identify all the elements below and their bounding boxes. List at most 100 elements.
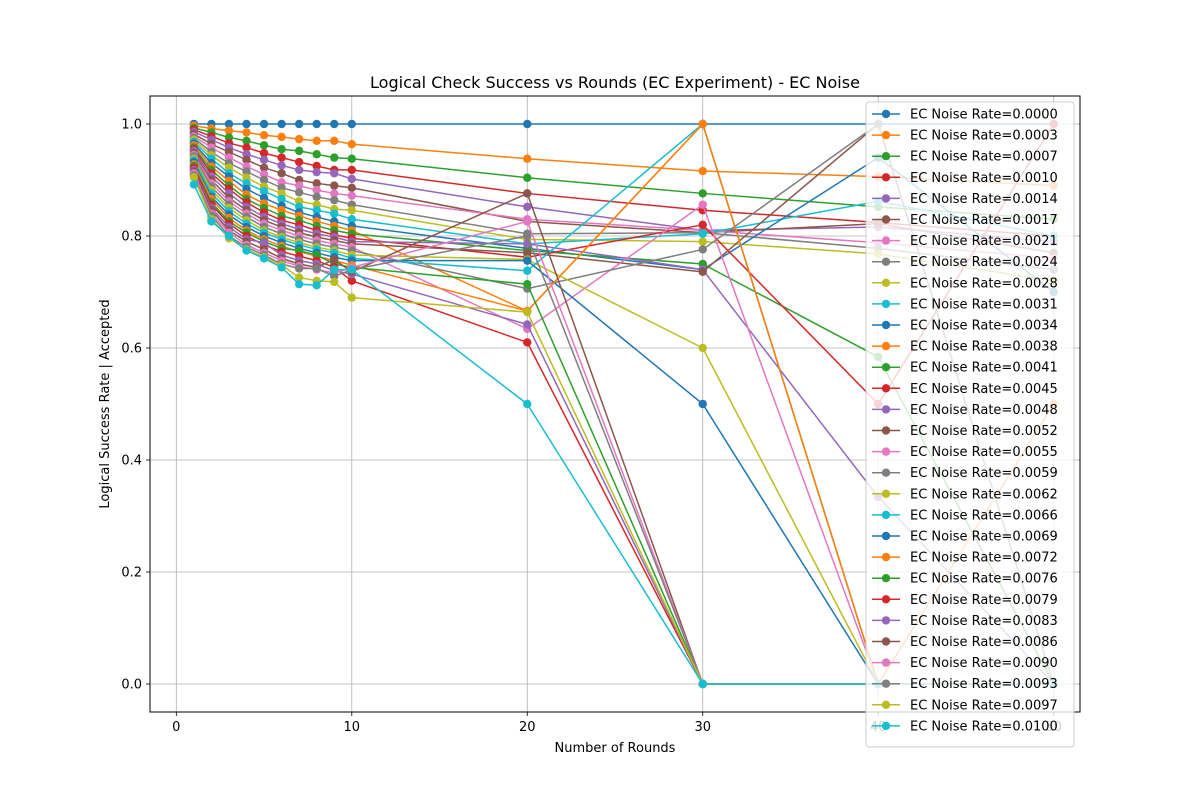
data-point xyxy=(698,189,707,198)
legend-marker xyxy=(881,426,891,435)
series-2 xyxy=(189,121,1058,190)
data-point xyxy=(312,136,321,145)
legend-label: EC Noise Rate=0.0079 xyxy=(910,593,1058,608)
data-point xyxy=(312,167,321,177)
legend-item: EC Noise Rate=0.0086 xyxy=(872,635,1058,650)
data-point xyxy=(330,169,339,178)
data-point xyxy=(259,175,269,185)
data-point xyxy=(294,157,304,167)
data-point xyxy=(698,237,707,246)
legend-item: EC Noise Rate=0.0090 xyxy=(872,656,1058,671)
data-point xyxy=(347,183,356,193)
data-point xyxy=(523,320,532,329)
legend-item: EC Noise Rate=0.0028 xyxy=(872,276,1058,291)
legend-marker xyxy=(881,489,891,498)
data-point xyxy=(294,273,304,282)
data-point xyxy=(242,128,251,137)
data-point xyxy=(330,181,339,190)
legend-marker xyxy=(881,510,891,520)
legend-label: EC Noise Rate=0.0034 xyxy=(910,319,1058,334)
data-point xyxy=(523,266,532,275)
legend-label: EC Noise Rate=0.0014 xyxy=(910,192,1058,207)
legend-item: EC Noise Rate=0.0093 xyxy=(872,677,1058,692)
legend-marker xyxy=(881,173,891,182)
data-point xyxy=(523,189,532,198)
data-point xyxy=(294,264,304,273)
data-point xyxy=(242,167,251,176)
data-point xyxy=(294,181,304,190)
data-point xyxy=(698,220,707,229)
data-point xyxy=(259,131,269,140)
legend-label: EC Noise Rate=0.0010 xyxy=(910,171,1058,186)
data-point xyxy=(330,195,339,205)
data-point xyxy=(312,264,321,273)
data-point xyxy=(330,209,339,218)
data-point xyxy=(523,279,532,289)
x-tick-label: 20 xyxy=(519,720,536,735)
legend-marker xyxy=(881,700,891,709)
legend-marker xyxy=(881,531,891,541)
data-point xyxy=(224,119,234,129)
legend-label: EC Noise Rate=0.0028 xyxy=(910,276,1058,291)
x-tick-label: 10 xyxy=(344,720,361,735)
legend-label: EC Noise Rate=0.0000 xyxy=(910,108,1058,123)
x-tick-label: 0 xyxy=(172,720,180,735)
data-point xyxy=(698,679,707,689)
data-point xyxy=(294,188,304,197)
legend-marker xyxy=(881,320,891,330)
data-point xyxy=(698,267,707,277)
data-point xyxy=(259,141,269,150)
legend-label: EC Noise Rate=0.0024 xyxy=(910,255,1058,270)
legend-marker xyxy=(881,595,891,604)
legend-marker xyxy=(881,341,891,351)
x-tick-label: 30 xyxy=(694,720,711,735)
data-point xyxy=(224,126,234,135)
data-point xyxy=(259,254,269,263)
legend-item: EC Noise Rate=0.0034 xyxy=(872,319,1058,334)
legend-item: EC Noise Rate=0.0066 xyxy=(872,508,1058,523)
data-point xyxy=(523,231,532,241)
data-point xyxy=(242,136,251,145)
legend-marker xyxy=(881,257,891,266)
data-point xyxy=(312,281,321,290)
legend-label: EC Noise Rate=0.0097 xyxy=(910,698,1058,713)
data-point xyxy=(347,165,356,175)
y-tick-label: 1.0 xyxy=(121,118,142,133)
legend-item: EC Noise Rate=0.0041 xyxy=(872,361,1058,376)
data-point xyxy=(294,165,304,175)
legend-item: EC Noise Rate=0.0097 xyxy=(872,698,1058,713)
data-point xyxy=(347,215,356,224)
legend-marker xyxy=(881,278,891,287)
legend-item: EC Noise Rate=0.0083 xyxy=(872,614,1058,629)
legend-label: EC Noise Rate=0.0100 xyxy=(910,719,1058,734)
legend-item: EC Noise Rate=0.0017 xyxy=(872,213,1058,228)
data-point xyxy=(330,255,339,264)
legend-label: EC Noise Rate=0.0038 xyxy=(910,340,1058,355)
legend-label: EC Noise Rate=0.0045 xyxy=(910,382,1058,397)
data-point xyxy=(347,265,356,274)
data-point xyxy=(698,343,707,353)
data-point xyxy=(207,217,216,226)
data-point xyxy=(698,245,707,254)
data-point xyxy=(312,206,321,215)
y-tick-label: 0.6 xyxy=(121,342,142,357)
data-point xyxy=(523,307,532,317)
data-point xyxy=(347,174,356,184)
legend-marker xyxy=(881,152,891,161)
legend-label: EC Noise Rate=0.0066 xyxy=(910,508,1058,523)
legend-marker xyxy=(881,721,891,731)
legend-label: EC Noise Rate=0.0059 xyxy=(910,466,1058,481)
data-point xyxy=(189,173,199,182)
legend-label: EC Noise Rate=0.0031 xyxy=(910,297,1058,312)
legend-marker xyxy=(881,215,891,224)
data-point xyxy=(224,231,234,241)
y-tick-label: 0.0 xyxy=(121,678,142,693)
legend-item: EC Noise Rate=0.0069 xyxy=(872,530,1058,545)
legend-item: EC Noise Rate=0.0045 xyxy=(872,382,1058,397)
legend-label: EC Noise Rate=0.0072 xyxy=(910,551,1058,566)
data-point xyxy=(523,217,532,226)
y-tick-label: 0.2 xyxy=(121,566,142,581)
data-point xyxy=(347,119,356,129)
legend-label: EC Noise Rate=0.0093 xyxy=(910,677,1058,692)
